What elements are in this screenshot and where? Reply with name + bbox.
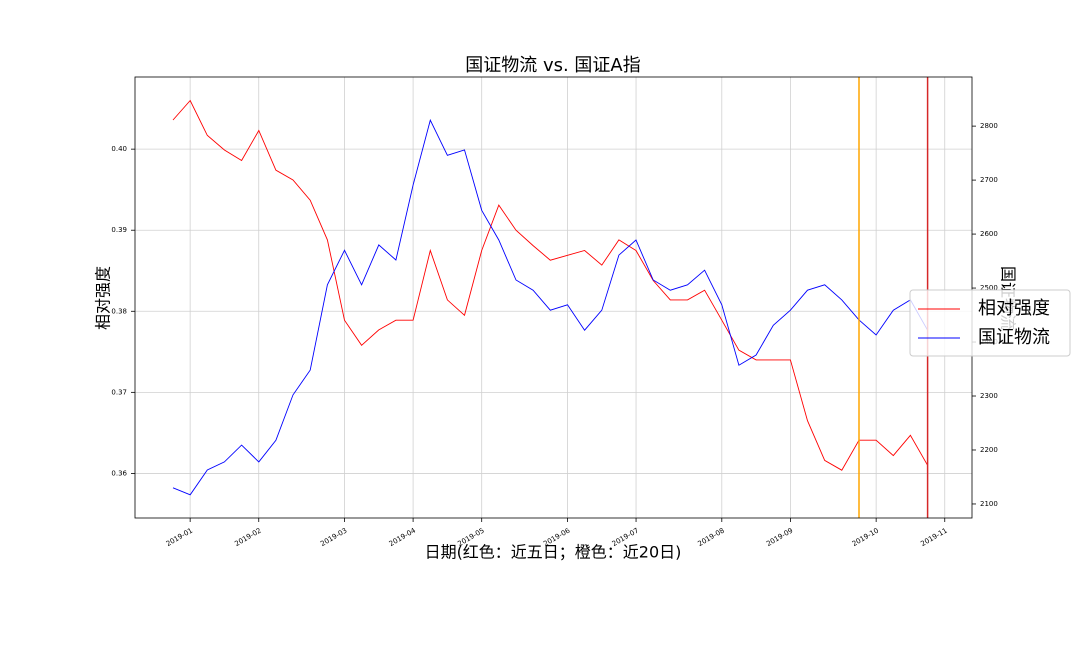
y2-tick-label: 2300 — [980, 392, 998, 400]
y2-tick-label: 2100 — [980, 500, 998, 508]
x-tick-label: 2019-08 — [696, 527, 725, 549]
legend-box — [909, 289, 1071, 357]
y-tick-label: 0.36 — [111, 469, 127, 477]
series-line — [172, 99, 928, 471]
y2-tick-label: 2800 — [980, 122, 998, 130]
y2-tick-label: 2200 — [980, 446, 998, 454]
chart-title: 国证物流 vs. 国证A指 — [465, 55, 641, 76]
x-tick-label: 2019-02 — [233, 527, 262, 549]
y-axis-label: 相对强度 — [94, 266, 113, 330]
legend-label: 国证物流 — [978, 327, 1050, 348]
x-axis-label: 日期(红色：近五日；橙色：近20日) — [425, 543, 682, 562]
x-tick-label: 2019-09 — [765, 527, 794, 549]
y-tick-label: 0.40 — [111, 145, 127, 153]
y-tick-label: 0.37 — [111, 388, 127, 396]
y-tick-label: 0.38 — [111, 307, 127, 315]
y2-tick-label: 2700 — [980, 176, 998, 184]
x-tick-label: 2019-03 — [319, 527, 348, 549]
x-tick-label: 2019-04 — [388, 526, 418, 548]
y-tick-label: 0.39 — [111, 226, 127, 234]
legend-label: 相对强度 — [978, 298, 1050, 319]
plot-frame — [134, 76, 973, 519]
x-tick-label: 2019-01 — [165, 527, 194, 549]
y2-tick-label: 2500 — [980, 284, 998, 292]
x-tick-label: 2019-11 — [919, 527, 948, 549]
series-line — [172, 118, 928, 496]
x-tick-label: 2019-10 — [851, 527, 880, 549]
y2-tick-label: 2600 — [980, 230, 998, 238]
